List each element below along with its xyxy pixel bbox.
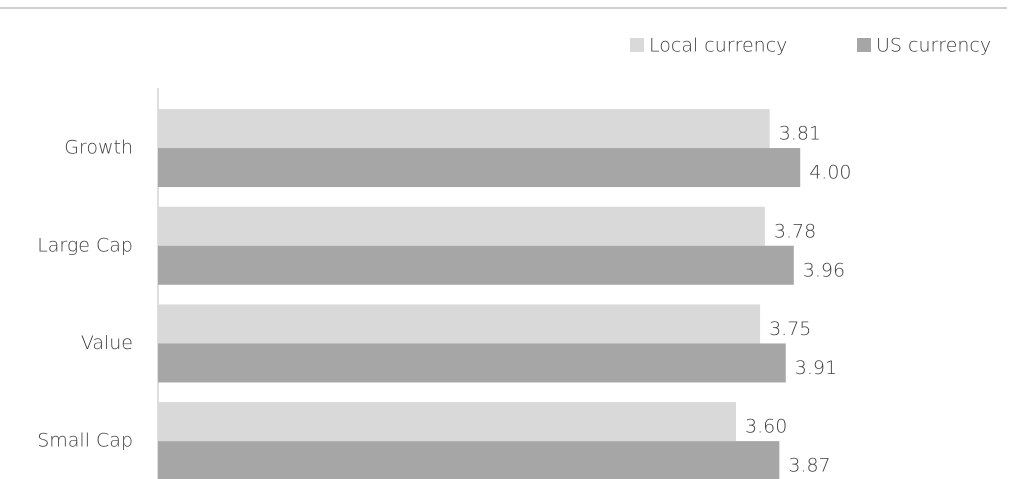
category-label: Small Cap [37, 430, 133, 452]
data-label: 3.87 [788, 455, 830, 477]
bar [158, 304, 761, 344]
data-label: 3.75 [769, 318, 811, 340]
bar [158, 343, 786, 383]
data-label: 3.60 [745, 416, 787, 438]
bar [158, 441, 780, 479]
bar [158, 402, 736, 442]
data-label: 4.00 [809, 162, 851, 184]
legend-label: Local currency [649, 35, 787, 57]
data-label: 3.91 [795, 357, 837, 379]
bar [158, 109, 770, 149]
legend-swatch [630, 38, 644, 52]
category-label: Value [81, 332, 133, 354]
bar [158, 148, 801, 188]
data-label: 3.81 [779, 123, 821, 145]
data-label: 3.78 [774, 220, 816, 242]
bar [158, 245, 794, 285]
legend-label: US currency [876, 35, 991, 57]
data-label: 3.96 [803, 259, 845, 281]
bar [158, 206, 765, 246]
category-label: Large Cap [37, 234, 133, 256]
legend-swatch [857, 38, 871, 52]
category-label: Growth [64, 137, 133, 159]
